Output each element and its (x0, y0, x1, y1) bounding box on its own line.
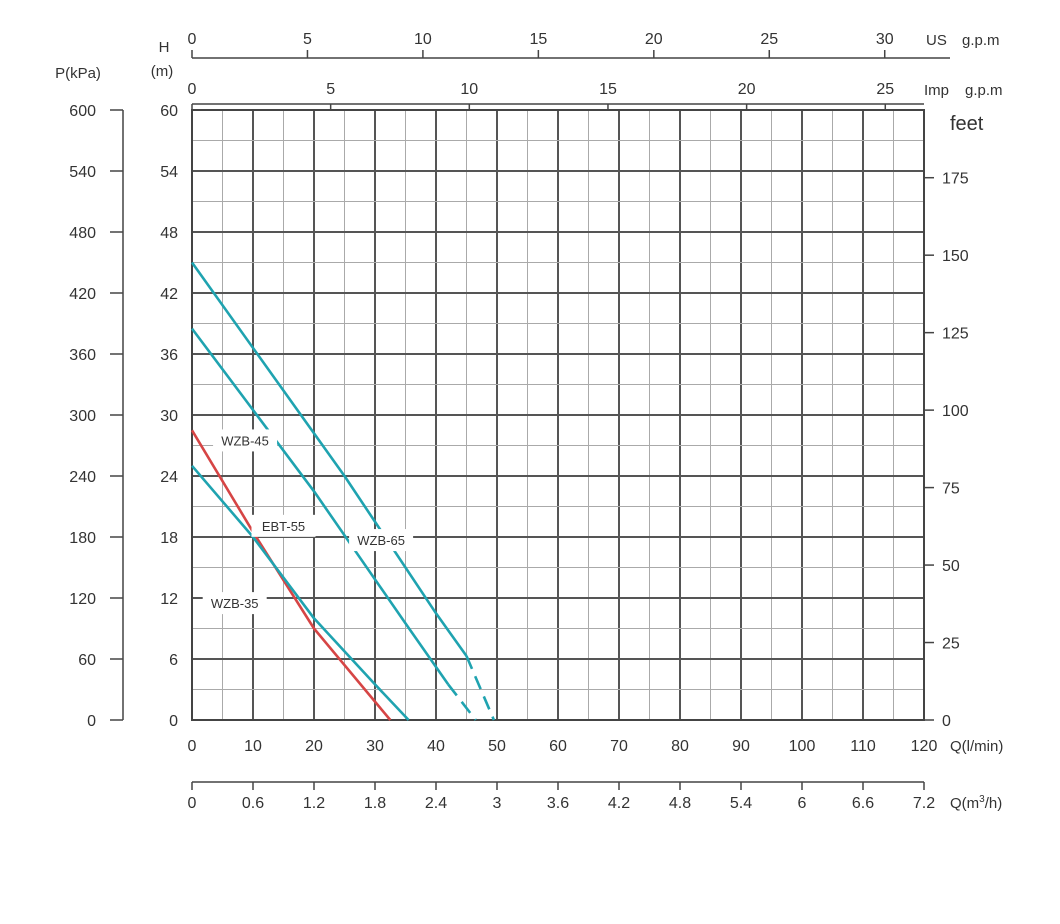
curve-label-bg (349, 529, 414, 552)
p-tick-label: 0 (87, 713, 96, 730)
m3h-tick-label: 2.4 (425, 795, 447, 812)
p-tick-label: 420 (69, 286, 96, 303)
us-tick-label: 15 (529, 31, 547, 48)
x-tick-label: 40 (427, 738, 445, 755)
curve-label-bg (202, 592, 267, 615)
feet-tick-label: 100 (942, 403, 969, 420)
feet-tick-label: 50 (942, 558, 960, 575)
m3h-tick-label: 3 (493, 795, 502, 812)
p-tick-label: 120 (69, 591, 96, 608)
imp-tick-label: 25 (876, 81, 894, 98)
feet-tick-label: 150 (942, 248, 969, 265)
m3h-tick-label: 0 (188, 795, 197, 812)
y-axis-unit: (m) (151, 63, 174, 80)
x-tick-label: 60 (549, 738, 567, 755)
feet-tick-label: 25 (942, 636, 960, 653)
axes: 06121824303642485460H(m)0601201802403003… (55, 31, 1003, 812)
m3h-tick-label: 6.6 (852, 795, 874, 812)
curve-wzb-45-dashed (447, 683, 477, 721)
y-tick-label: 30 (160, 408, 178, 425)
m3h-tick-label: 6 (798, 795, 807, 812)
curve-label-wzb-45: WZB-45 (221, 433, 269, 448)
curve-wzb-65-dashed (465, 655, 496, 721)
y-tick-label: 60 (160, 103, 178, 120)
curve-label-bg (251, 514, 316, 537)
p-tick-label: 480 (69, 225, 96, 242)
x-tick-label: 90 (732, 738, 750, 755)
m3h-tick-label: 0.6 (242, 795, 264, 812)
grid (191, 109, 925, 721)
p-tick-label: 300 (69, 408, 96, 425)
x-tick-label: 80 (671, 738, 689, 755)
curve-label-ebt-55: EBT-55 (262, 519, 305, 534)
m3h-tick-label: 1.8 (364, 795, 386, 812)
m3h-tick-label: 1.2 (303, 795, 325, 812)
imp-tick-label: 10 (460, 81, 478, 98)
y-tick-label: 48 (160, 225, 178, 242)
y-axis-title: H (159, 39, 170, 56)
curve-label-bg (213, 429, 278, 452)
us-tick-label: 10 (414, 31, 432, 48)
x-tick-label: 50 (488, 738, 506, 755)
feet-axis-title: feet (950, 113, 984, 135)
imp-tick-label: 20 (738, 81, 756, 98)
feet-tick-label: 75 (942, 481, 960, 498)
feet-tick-label: 175 (942, 171, 969, 188)
imp-axis-unit: g.p.m (965, 82, 1003, 99)
us-tick-label: 0 (188, 31, 197, 48)
curve-wzb-45 (190, 327, 450, 686)
x-tick-label: 0 (188, 738, 197, 755)
feet-tick-label: 125 (942, 326, 969, 343)
imp-axis-label: Imp (924, 82, 949, 99)
us-tick-label: 20 (645, 31, 663, 48)
p-tick-label: 360 (69, 347, 96, 364)
curve-ebt-55 (190, 429, 392, 721)
y-tick-label: 36 (160, 347, 178, 364)
p-tick-label: 60 (78, 652, 96, 669)
m3h-axis-title: Q(m3/h) (950, 794, 1002, 812)
p-axis-title: P(kPa) (55, 65, 101, 82)
p-tick-label: 600 (69, 103, 96, 120)
imp-tick-label: 5 (326, 81, 335, 98)
y-tick-label: 24 (160, 469, 178, 486)
y-tick-label: 54 (160, 164, 178, 181)
curve-label-wzb-35: WZB-35 (211, 596, 259, 611)
x-tick-label: 20 (305, 738, 323, 755)
y-tick-label: 18 (160, 530, 178, 547)
x-tick-label: 100 (789, 738, 816, 755)
m3h-tick-label: 5.4 (730, 795, 752, 812)
m3h-tick-label: 4.8 (669, 795, 691, 812)
us-axis-unit: g.p.m (962, 32, 1000, 49)
imp-tick-label: 0 (188, 81, 197, 98)
x-tick-label: 30 (366, 738, 384, 755)
x-axis-title: Q(l/min) (950, 738, 1003, 755)
y-tick-label: 42 (160, 286, 178, 303)
m3h-tick-label: 3.6 (547, 795, 569, 812)
plot-frame (191, 109, 925, 721)
curves (190, 261, 496, 721)
us-tick-label: 25 (760, 31, 778, 48)
imp-tick-label: 15 (599, 81, 617, 98)
p-tick-label: 240 (69, 469, 96, 486)
y-tick-label: 6 (169, 652, 178, 669)
m3h-tick-label: 7.2 (913, 795, 935, 812)
us-tick-label: 5 (303, 31, 312, 48)
curve-wzb-35 (191, 464, 410, 721)
p-tick-label: 540 (69, 164, 96, 181)
curve-label-wzb-65: WZB-65 (357, 533, 405, 548)
us-axis-label: US (926, 32, 947, 49)
feet-tick-label: 0 (942, 713, 951, 730)
m3h-tick-label: 4.2 (608, 795, 630, 812)
x-tick-label: 120 (911, 738, 938, 755)
x-tick-label: 70 (610, 738, 628, 755)
curve-labels: WZB-45 EBT-55 WZB-65 WZB-35 (202, 429, 414, 615)
p-tick-label: 180 (69, 530, 96, 547)
us-tick-label: 30 (876, 31, 894, 48)
y-tick-label: 0 (169, 713, 178, 730)
x-tick-label: 110 (850, 738, 876, 755)
x-tick-label: 10 (244, 738, 262, 755)
y-tick-label: 12 (160, 591, 178, 608)
